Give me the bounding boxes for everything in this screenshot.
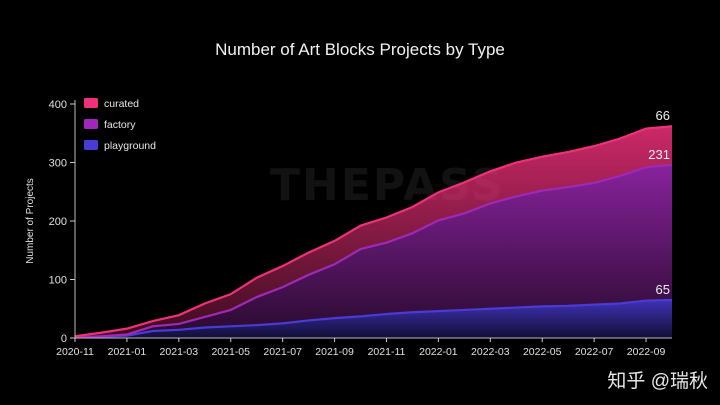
legend-swatch-factory <box>84 119 98 129</box>
x-tick-label: 2022-01 <box>419 346 458 358</box>
x-tick-label: 2021-11 <box>368 346 406 358</box>
x-tick-label: 2022-07 <box>575 346 614 358</box>
end-label-playground: 65 <box>656 282 670 297</box>
watermark-zhihu: 知乎 @瑞秋 <box>607 371 708 392</box>
legend-swatch-playground <box>84 140 98 150</box>
y-tick-label: 200 <box>49 216 67 228</box>
x-tick-label: 2021-09 <box>315 346 354 358</box>
end-label-curated: 66 <box>656 108 670 123</box>
legend-label-factory: factory <box>104 119 136 131</box>
x-tick-label: 2021-07 <box>263 346 302 358</box>
y-tick-label: 300 <box>49 158 67 170</box>
line-playground <box>74 298 673 339</box>
x-tick-label: 2021-05 <box>211 346 250 358</box>
x-tick-label: 2022-03 <box>471 346 510 358</box>
y-axis-label: Number of Projects <box>25 178 36 264</box>
chart-title: Number of Art Blocks Projects by Type <box>215 40 505 59</box>
end-label-factory: 231 <box>648 147 670 162</box>
x-tick-label: 2021-01 <box>108 346 147 358</box>
x-tick-label: 2020-11 <box>56 346 94 358</box>
x-tick-label: 2022-05 <box>523 346 562 358</box>
area-factory <box>75 164 672 338</box>
area-playground <box>75 299 672 338</box>
area-curated <box>75 126 672 338</box>
y-tick-label: 100 <box>49 275 67 287</box>
line-curated <box>74 125 673 338</box>
x-tick-label: 2021-03 <box>160 346 199 358</box>
legend-label-curated: curated <box>104 98 139 110</box>
legend-swatch-curated <box>84 98 98 108</box>
line-factory <box>74 163 673 339</box>
y-tick-label: 0 <box>61 333 67 345</box>
x-tick-label: 2022-09 <box>627 346 666 358</box>
legend-label-playground: playground <box>104 140 156 152</box>
y-tick-label: 400 <box>49 99 67 111</box>
